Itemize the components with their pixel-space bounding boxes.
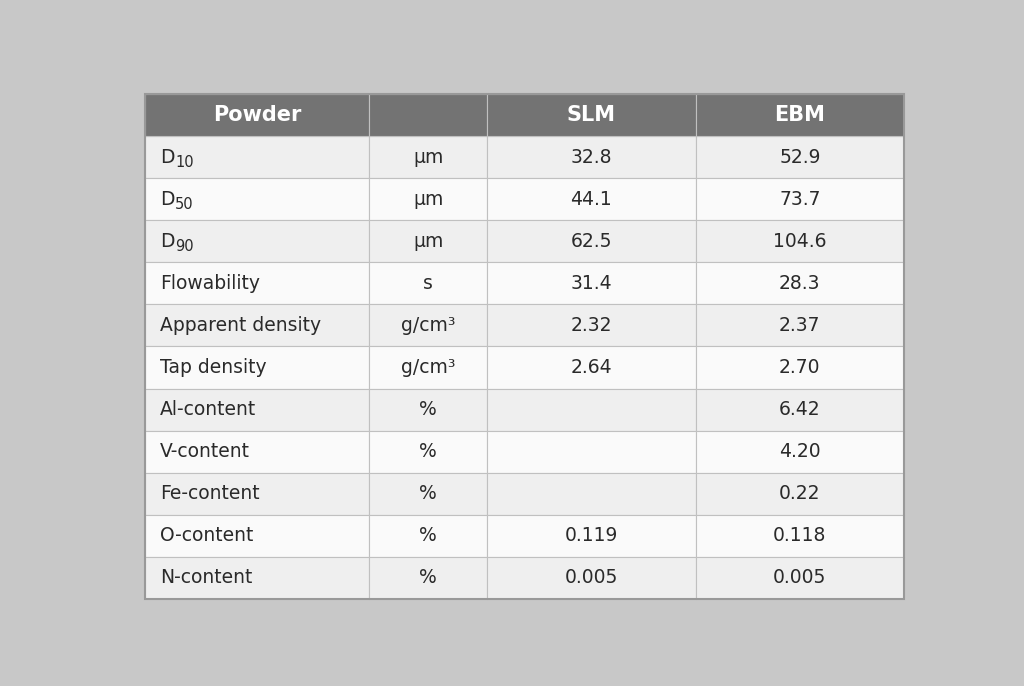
Bar — [486, 178, 695, 220]
Text: 28.3: 28.3 — [779, 274, 820, 293]
Bar — [695, 346, 904, 388]
Text: Powder: Powder — [213, 105, 301, 125]
Text: 0.005: 0.005 — [564, 569, 617, 587]
Bar — [370, 431, 486, 473]
Bar — [486, 431, 695, 473]
Bar — [486, 557, 695, 599]
Bar — [695, 388, 904, 431]
Bar — [486, 473, 695, 514]
Bar — [486, 94, 695, 136]
Text: 2.37: 2.37 — [779, 316, 820, 335]
Bar — [145, 557, 370, 599]
Bar — [145, 178, 370, 220]
Bar — [370, 388, 486, 431]
Bar — [486, 136, 695, 178]
Text: D: D — [160, 147, 174, 167]
Text: D: D — [160, 189, 174, 209]
Text: 2.32: 2.32 — [570, 316, 612, 335]
Text: %: % — [419, 526, 437, 545]
Text: g/cm³: g/cm³ — [400, 316, 456, 335]
Text: 62.5: 62.5 — [570, 232, 612, 250]
Text: %: % — [419, 400, 437, 419]
Text: 0.005: 0.005 — [773, 569, 826, 587]
Bar — [145, 388, 370, 431]
Bar — [370, 220, 486, 262]
Text: 0.119: 0.119 — [564, 526, 617, 545]
Text: μm: μm — [413, 147, 443, 167]
Bar — [695, 178, 904, 220]
Text: 73.7: 73.7 — [779, 189, 820, 209]
Text: O-content: O-content — [160, 526, 253, 545]
Bar — [370, 473, 486, 514]
Text: Fe-content: Fe-content — [160, 484, 259, 504]
Bar — [370, 514, 486, 557]
Bar — [145, 220, 370, 262]
Text: 6.42: 6.42 — [779, 400, 820, 419]
Text: Flowability: Flowability — [160, 274, 260, 293]
Bar — [370, 94, 486, 136]
Bar — [695, 514, 904, 557]
Text: μm: μm — [413, 189, 443, 209]
Bar — [486, 388, 695, 431]
Bar — [695, 305, 904, 346]
Text: Al-content: Al-content — [160, 400, 256, 419]
Text: SLM: SLM — [566, 105, 615, 125]
Text: g/cm³: g/cm³ — [400, 358, 456, 377]
Bar — [370, 305, 486, 346]
Bar — [145, 346, 370, 388]
Bar — [370, 136, 486, 178]
Bar — [145, 473, 370, 514]
Text: EBM: EBM — [774, 105, 825, 125]
Bar — [145, 431, 370, 473]
Bar — [695, 431, 904, 473]
Bar — [145, 305, 370, 346]
Bar — [486, 514, 695, 557]
Text: 4.20: 4.20 — [779, 442, 820, 461]
Bar — [370, 346, 486, 388]
Text: 32.8: 32.8 — [570, 147, 612, 167]
Text: 104.6: 104.6 — [773, 232, 826, 250]
Text: μm: μm — [413, 232, 443, 250]
Bar — [145, 262, 370, 305]
Bar — [370, 178, 486, 220]
Bar — [145, 136, 370, 178]
Bar — [145, 94, 370, 136]
Bar — [486, 262, 695, 305]
Bar — [486, 305, 695, 346]
Bar — [695, 557, 904, 599]
Text: 0.22: 0.22 — [779, 484, 820, 504]
Text: %: % — [419, 569, 437, 587]
Text: 44.1: 44.1 — [570, 189, 612, 209]
Text: s: s — [423, 274, 433, 293]
Text: 90: 90 — [175, 239, 194, 255]
Bar — [486, 220, 695, 262]
Bar — [695, 220, 904, 262]
Bar — [486, 346, 695, 388]
Text: %: % — [419, 484, 437, 504]
Text: D: D — [160, 232, 174, 250]
Bar — [370, 262, 486, 305]
Text: Tap density: Tap density — [160, 358, 266, 377]
Text: 31.4: 31.4 — [570, 274, 612, 293]
Text: 50: 50 — [175, 197, 194, 212]
Text: Apparent density: Apparent density — [160, 316, 321, 335]
Text: 2.70: 2.70 — [779, 358, 820, 377]
Text: 0.118: 0.118 — [773, 526, 826, 545]
Bar — [695, 473, 904, 514]
Text: %: % — [419, 442, 437, 461]
Bar — [695, 94, 904, 136]
Text: 10: 10 — [175, 155, 194, 170]
Bar — [695, 262, 904, 305]
Bar — [370, 557, 486, 599]
Text: 52.9: 52.9 — [779, 147, 820, 167]
Bar — [145, 514, 370, 557]
Text: V-content: V-content — [160, 442, 250, 461]
Text: N-content: N-content — [160, 569, 252, 587]
Bar — [695, 136, 904, 178]
Text: 2.64: 2.64 — [570, 358, 612, 377]
